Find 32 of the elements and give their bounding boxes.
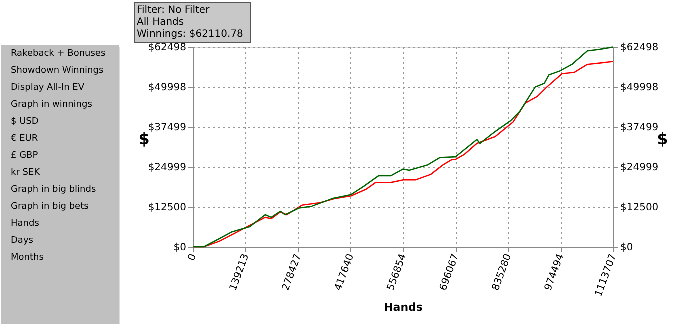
text: Display All-In EV (11, 83, 86, 93)
y2-tick-label: $0 (620, 242, 634, 254)
text: kr SEK (11, 168, 42, 178)
y2-tick-label: $62498 (620, 42, 659, 54)
text: All Hands (137, 17, 184, 28)
y2-tick-label: $37499 (620, 122, 659, 134)
y-axis-title: $ (138, 130, 150, 148)
text: £ GBP (11, 151, 39, 161)
y-tick-label: $49998 (148, 82, 186, 94)
y2-axis-title: $ (657, 130, 668, 148)
y2-tick-label: $24999 (620, 162, 659, 174)
y2-tick-label: $49998 (620, 82, 659, 94)
x-axis-title: Hands (384, 301, 424, 314)
text: Months (11, 253, 44, 263)
y-tick-label: $62498 (148, 42, 186, 54)
text: Winnings: $62110.78 (137, 29, 244, 40)
text: Graph in big bets (11, 202, 90, 212)
y-tick-label: $37499 (148, 122, 186, 134)
text: Graph in winnings (11, 100, 93, 110)
y2-tick-label: $12500 (620, 202, 659, 214)
text: Showdown Winnings (11, 66, 104, 76)
y-tick-label: $24999 (148, 162, 186, 174)
text: Hands (11, 219, 40, 229)
text: Days (11, 236, 34, 246)
text: € EUR (11, 134, 38, 144)
text: Filter: No Filter (137, 5, 211, 16)
text: Rakeback + Bonuses (11, 49, 106, 59)
text: Graph in big blinds (11, 185, 96, 195)
x-tick-label: 0 (186, 252, 200, 263)
text: $ USD (11, 117, 39, 127)
y-tick-label: $12500 (148, 202, 186, 214)
y-tick-label: $0 (174, 242, 186, 254)
